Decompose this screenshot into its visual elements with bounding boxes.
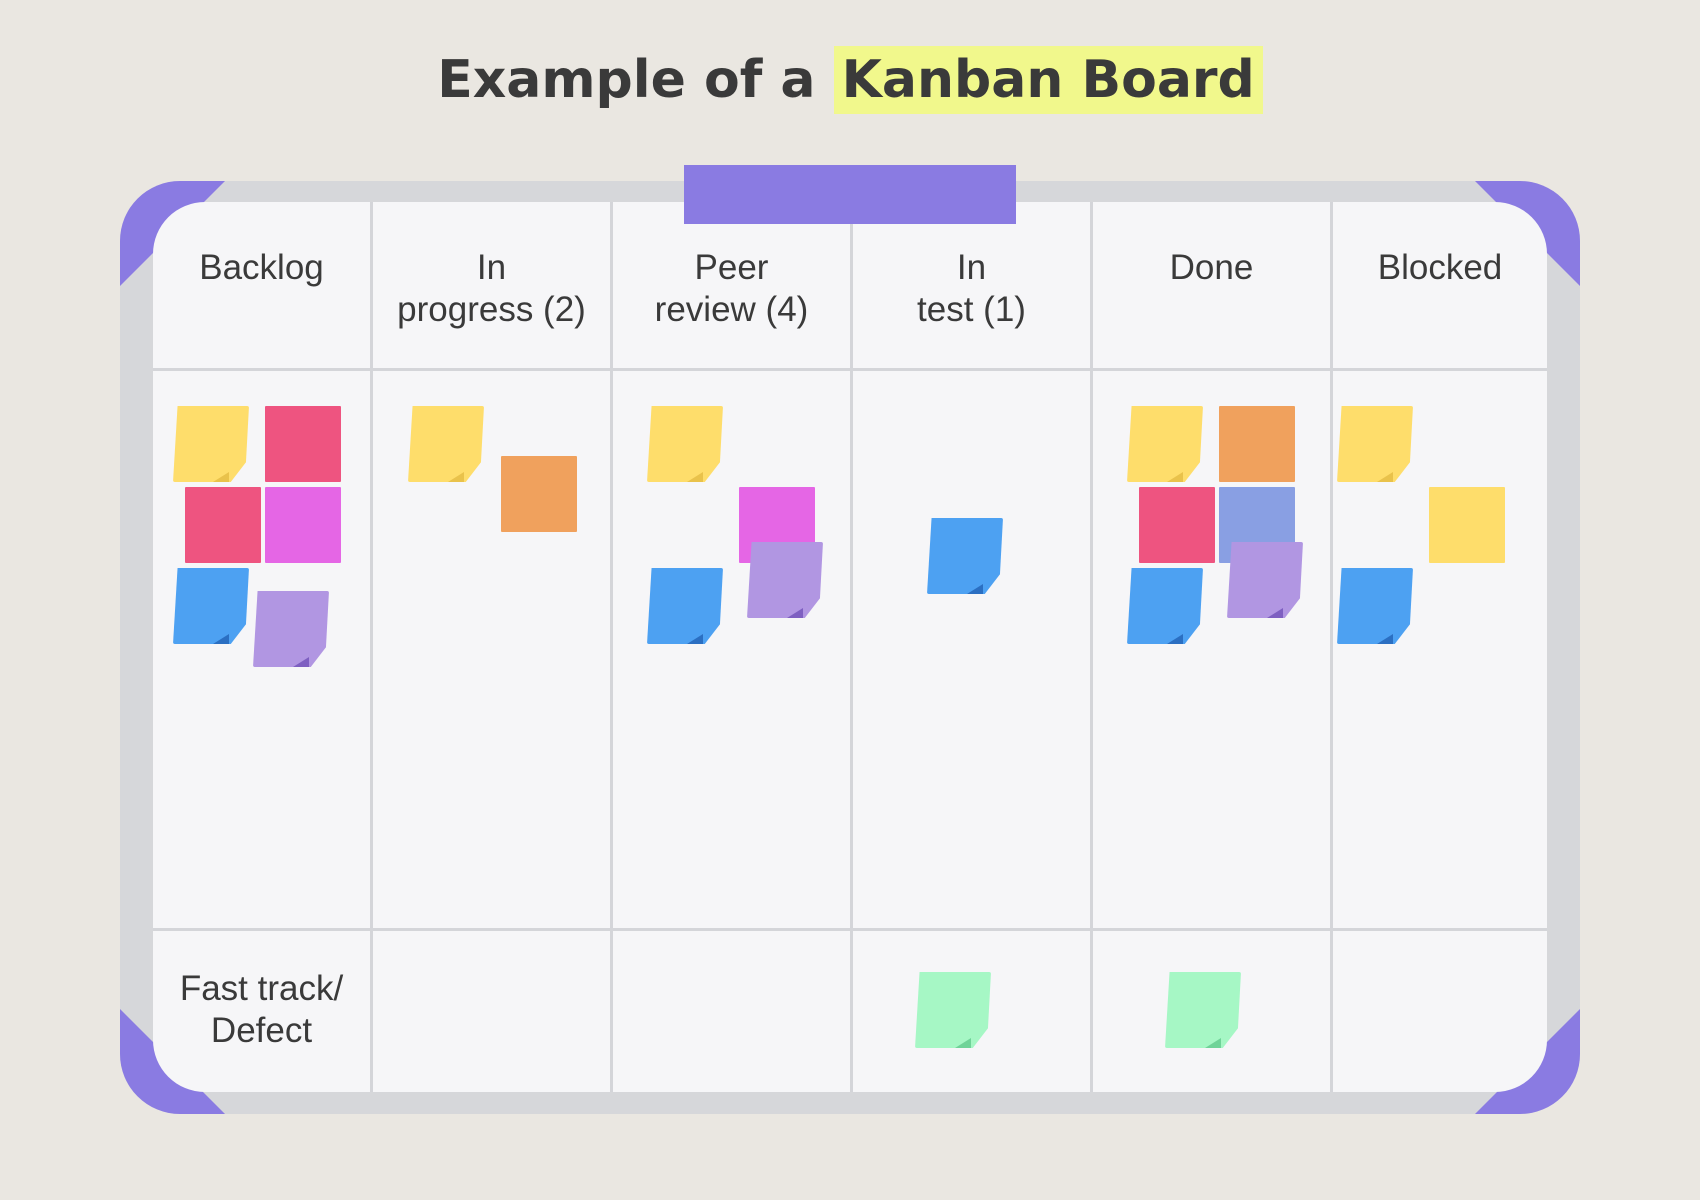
sticky-note-curl <box>213 472 229 482</box>
header-divider <box>153 368 1547 371</box>
sticky-note[interactable] <box>1127 406 1203 482</box>
sticky-note[interactable] <box>408 406 484 482</box>
sticky-note[interactable] <box>647 406 723 482</box>
sticky-note-curl <box>967 584 983 594</box>
sticky-note[interactable] <box>265 487 341 563</box>
sticky-note[interactable] <box>927 518 1003 594</box>
column-divider <box>1090 202 1093 1092</box>
sticky-note-curl <box>687 472 703 482</box>
sticky-note[interactable] <box>173 568 249 644</box>
column-header-backlog: Backlog <box>199 248 324 287</box>
column-header-in-test: In test (1) <box>917 248 1026 329</box>
sticky-note[interactable] <box>1139 487 1215 563</box>
swimlane-label-fast-track: Fast track/ Defect <box>179 969 344 1050</box>
sticky-note-curl <box>787 608 803 618</box>
sticky-note[interactable] <box>1337 406 1413 482</box>
sticky-note-curl <box>1205 1038 1221 1048</box>
sticky-note-curl <box>293 657 309 667</box>
page-title: Example of a Kanban Board <box>0 46 1700 114</box>
sticky-note[interactable] <box>747 542 823 618</box>
column-header-peer-review: Peer review (4) <box>654 248 809 329</box>
sticky-note[interactable] <box>1227 542 1303 618</box>
column-header-done: Done <box>1169 248 1254 287</box>
kanban-board: Backlog In progress (2) Peer review (4) … <box>153 202 1547 1092</box>
column-divider <box>850 202 853 1092</box>
sticky-note-curl <box>1167 634 1183 644</box>
title-prefix: Example of a <box>437 50 816 110</box>
sticky-note[interactable] <box>185 487 261 563</box>
sticky-note[interactable] <box>915 972 991 1048</box>
column-divider <box>370 202 373 1092</box>
column-divider <box>610 202 613 1092</box>
column-divider <box>1330 202 1333 1092</box>
sticky-note-curl <box>1377 634 1393 644</box>
board-tape <box>684 165 1016 224</box>
sticky-note-curl <box>687 634 703 644</box>
sticky-note[interactable] <box>647 568 723 644</box>
sticky-note[interactable] <box>1165 972 1241 1048</box>
sticky-note-curl <box>1377 472 1393 482</box>
sticky-note-curl <box>448 472 464 482</box>
sticky-note-curl <box>1267 608 1283 618</box>
column-header-blocked: Blocked <box>1377 248 1503 287</box>
column-header-in-progress: In progress (2) <box>397 248 586 329</box>
title-highlight: Kanban Board <box>833 46 1263 114</box>
sticky-note[interactable] <box>173 406 249 482</box>
sticky-note[interactable] <box>1337 568 1413 644</box>
sticky-note[interactable] <box>501 456 577 532</box>
sticky-note-curl <box>213 634 229 644</box>
sticky-note-curl <box>1167 472 1183 482</box>
sticky-note-curl <box>955 1038 971 1048</box>
sticky-note[interactable] <box>1429 487 1505 563</box>
swimlane-divider <box>153 928 1547 931</box>
sticky-note[interactable] <box>1127 568 1203 644</box>
sticky-note[interactable] <box>253 591 329 667</box>
sticky-note[interactable] <box>1219 406 1295 482</box>
sticky-note[interactable] <box>265 406 341 482</box>
